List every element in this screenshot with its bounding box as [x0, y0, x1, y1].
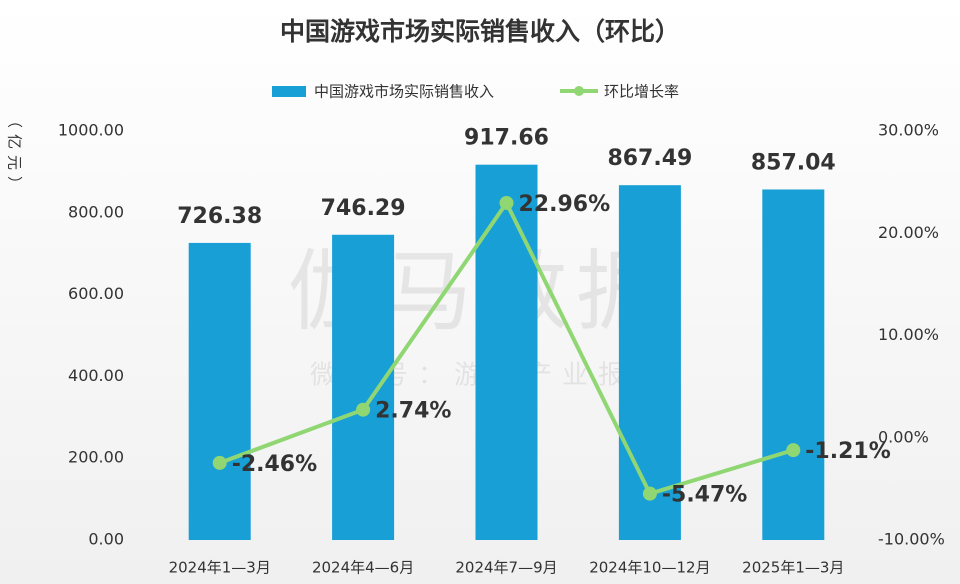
y-axis-label: （亿元）: [6, 113, 24, 197]
x-tick-label: 2025年1—3月: [742, 559, 844, 577]
x-tick-label: 2024年4—6月: [312, 559, 414, 577]
x-tick-label: 2024年1—3月: [169, 559, 271, 577]
chart-title: 中国游戏市场实际销售收入（环比）: [280, 17, 680, 46]
y-tick-label: 600.00: [68, 284, 124, 303]
y2-tick-label: 20.00%: [878, 223, 939, 242]
y-tick-label: 800.00: [68, 202, 124, 221]
legend-swatch: [272, 86, 306, 97]
legend-label: 环比增长率: [604, 83, 679, 101]
y-tick-label: 0.00: [88, 530, 124, 549]
bar-value-label: 917.66: [464, 126, 549, 151]
line-point: [212, 455, 227, 470]
bar-value-label: 726.38: [177, 204, 262, 229]
line-value-label: -2.46%: [232, 452, 317, 477]
bar-value-label: 746.29: [321, 196, 406, 221]
x-tick-label: 2024年10—12月: [589, 559, 710, 577]
legend-label: 中国游戏市场实际销售收入: [314, 83, 494, 101]
y2-tick-label: 10.00%: [878, 325, 939, 344]
line-value-label: 22.96%: [519, 192, 611, 217]
line-point: [786, 443, 801, 458]
x-tick-label: 2024年7—9月: [455, 559, 557, 577]
bar: [618, 185, 681, 540]
line-value-label: -5.47%: [662, 483, 747, 508]
line-value-label: 2.74%: [375, 399, 451, 424]
y-tick-label: 400.00: [68, 366, 124, 385]
bar-value-label: 867.49: [607, 146, 692, 171]
y-tick-label: 1000.00: [58, 121, 124, 140]
line-point: [356, 402, 371, 417]
line-point: [642, 486, 657, 501]
line-point: [499, 195, 514, 210]
y2-tick-label: 30.00%: [878, 121, 939, 140]
bar: [762, 189, 825, 540]
y-tick-label: 200.00: [68, 448, 124, 467]
bar: [332, 234, 395, 540]
y2-tick-label: -10.00%: [878, 530, 945, 549]
line-value-label: -1.21%: [805, 439, 890, 464]
bar-value-label: 857.04: [751, 150, 836, 175]
y2-tick-label: 0.00%: [878, 427, 929, 446]
legend-swatch: [574, 86, 584, 96]
bar: [475, 164, 538, 540]
bar: [188, 242, 251, 540]
